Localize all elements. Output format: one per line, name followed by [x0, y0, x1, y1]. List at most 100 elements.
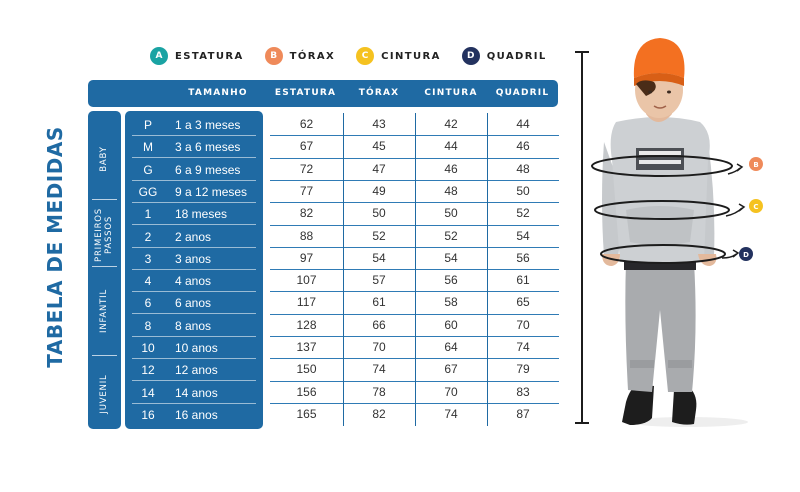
- size-age: 1 a 3 meses: [175, 118, 241, 132]
- size-code: M: [143, 140, 153, 155]
- marker-d-label: D: [743, 251, 749, 259]
- row-divider: [132, 402, 256, 404]
- size-age: 2 anos: [175, 229, 212, 244]
- cell-estatura: 165: [296, 406, 317, 421]
- size-row: 2 2 anos: [125, 225, 263, 248]
- group-divider: [92, 266, 117, 267]
- size-row: 10 10 anos: [125, 336, 263, 359]
- size-age: 12 anos: [175, 363, 218, 378]
- cell-torax: 78: [372, 384, 386, 399]
- size-code: 14: [141, 385, 155, 400]
- cell-quadril: 87: [516, 406, 530, 421]
- cell-estatura: 67: [299, 139, 314, 154]
- size-age: 18 meses: [175, 207, 228, 222]
- header-cintura: CINTURA: [424, 88, 478, 98]
- cell-quadril: 46: [516, 139, 530, 154]
- table-column-divider: [415, 113, 416, 426]
- cell-quadril: 74: [516, 340, 530, 354]
- size-code: 4: [144, 274, 152, 289]
- badge-d: D: [461, 47, 480, 65]
- size-age: 8 anos: [175, 318, 212, 333]
- table-row-divider: [270, 202, 559, 204]
- cell-cintura: 42: [444, 117, 458, 131]
- height-measure-top-tick: [575, 51, 589, 53]
- group-label-line: PRIMEIROS: [94, 208, 104, 262]
- table-row-divider: [270, 336, 559, 337]
- cell-cintura: 70: [444, 384, 458, 399]
- cell-quadril: 44: [516, 117, 530, 131]
- size-row: GG 9 a 12 meses: [125, 180, 263, 203]
- legend-item-estatura: A ESTATURA: [150, 47, 244, 65]
- size-row: 4 4 anos: [125, 269, 263, 293]
- size-code: P: [143, 118, 152, 132]
- legend-label: TÓRAX: [289, 50, 336, 62]
- header-tamanho: TAMANHO: [188, 88, 248, 98]
- cell-quadril: 70: [516, 317, 530, 332]
- cell-torax: 74: [372, 362, 386, 377]
- measurement-legend: A ESTATURA B TÓRAX C CINTURA D QUADRIL: [150, 45, 568, 67]
- table-row-divider: [270, 224, 559, 226]
- cell-torax: 57: [372, 273, 386, 288]
- cell-quadril: 50: [516, 183, 530, 198]
- group-label-primeiros-passos: PRIMEIROS PASSOS: [94, 208, 114, 262]
- row-divider: [132, 179, 256, 181]
- size-code: 1: [144, 207, 152, 222]
- cell-quadril: 56: [516, 250, 530, 265]
- page-title: TABELA DE MEDIDAS: [43, 126, 67, 368]
- cell-estatura: 137: [296, 340, 317, 354]
- group-label-juvenil: JUVENIL: [99, 374, 109, 414]
- cell-estatura: 117: [296, 295, 317, 310]
- cell-torax: 54: [372, 250, 386, 265]
- size-row: 12 12 anos: [125, 358, 263, 382]
- size-row: G 6 a 9 meses: [125, 158, 263, 181]
- group-divider: [92, 199, 117, 200]
- cell-torax: 49: [372, 183, 386, 198]
- legend-label: CINTURA: [381, 50, 441, 62]
- cell-cintura: 46: [444, 161, 458, 176]
- cell-cintura: 56: [444, 273, 458, 288]
- table-column-divider: [487, 113, 488, 426]
- table-row-divider: [270, 269, 559, 271]
- cell-cintura: 44: [444, 139, 458, 154]
- size-code: 6: [144, 296, 152, 311]
- cell-cintura: 58: [444, 295, 458, 310]
- size-age: 9 a 12 meses: [175, 184, 248, 199]
- size-code: 12: [141, 363, 155, 378]
- size-column: P 1 a 3 meses M 3 a 6 meses G 6 a 9 meses GG 9 …: [125, 111, 263, 429]
- table-row-divider: [270, 179, 559, 181]
- legend-item-cintura: C CINTURA: [356, 47, 441, 65]
- row-divider: [132, 246, 256, 248]
- header-quadril: QUADRIL: [495, 88, 550, 98]
- cell-torax: 50: [372, 206, 386, 221]
- cell-quadril: 54: [516, 228, 530, 243]
- size-row: 3 3 anos: [125, 247, 263, 270]
- table-header: TAMANHO ESTATURA TÓRAX CINTURA QUADRIL: [88, 80, 558, 107]
- child-model-illustration: A B C D: [591, 38, 763, 427]
- table-row-divider: [270, 291, 559, 293]
- legend-label: ESTATURA: [175, 50, 244, 62]
- size-age: 10 anos: [175, 341, 218, 355]
- size-code: 10: [141, 341, 155, 355]
- row-divider: [132, 224, 256, 226]
- height-measure-bottom-tick: [575, 422, 589, 424]
- cell-estatura: 128: [296, 317, 317, 332]
- cell-cintura: 54: [444, 250, 458, 265]
- cell-torax: 70: [372, 340, 386, 354]
- cell-quadril: 65: [516, 295, 530, 310]
- cell-estatura: 150: [296, 362, 317, 377]
- table-row-divider: [270, 157, 559, 159]
- cell-torax: 45: [372, 139, 386, 154]
- row-divider: [132, 380, 256, 382]
- cell-quadril: 61: [516, 273, 530, 288]
- legend-item-torax: B TÓRAX: [264, 47, 336, 65]
- cell-estatura: 82: [299, 206, 314, 221]
- marker-d: [739, 247, 753, 261]
- row-divider: [132, 335, 256, 337]
- height-measure-line: [581, 52, 583, 424]
- size-age: 14 anos: [175, 385, 218, 400]
- legend-label: QUADRIL: [486, 50, 547, 62]
- table-row-divider: [270, 313, 559, 315]
- size-age: 4 anos: [175, 274, 212, 289]
- cell-estatura: 72: [299, 161, 314, 176]
- row-divider: [132, 291, 256, 293]
